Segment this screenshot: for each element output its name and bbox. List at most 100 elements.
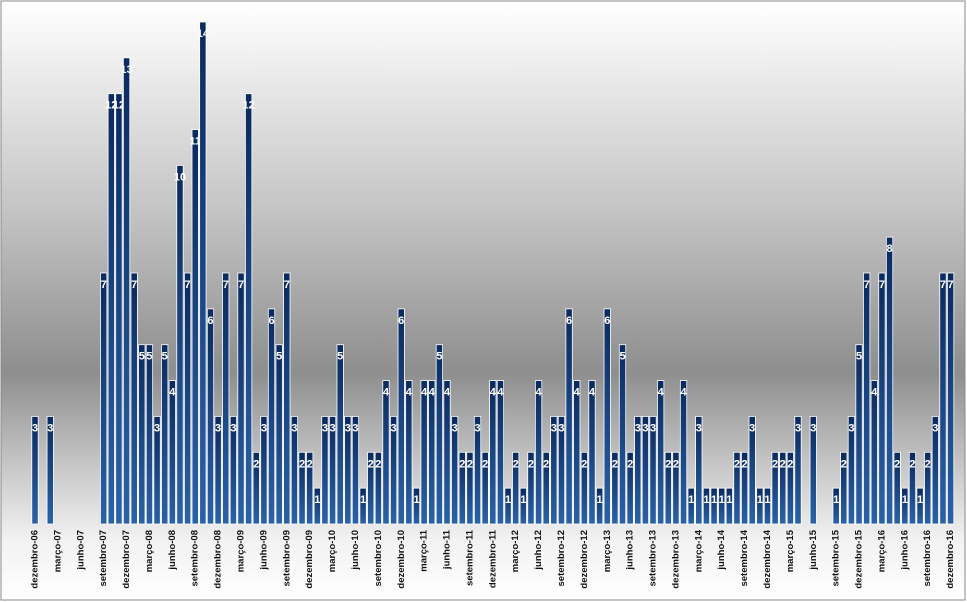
bar (290, 416, 299, 525)
bar (931, 416, 939, 525)
bar (359, 487, 367, 525)
value-label: 3 (291, 422, 297, 434)
value-label: 5 (162, 351, 168, 363)
bar (245, 93, 253, 525)
value-label: 3 (848, 422, 854, 434)
value-label: 3 (810, 422, 816, 434)
x-tick-label: setembro-13 (648, 530, 659, 587)
value-label: 7 (131, 279, 137, 291)
bar (214, 416, 222, 525)
value-label: 6 (604, 315, 610, 327)
bar (275, 344, 283, 525)
value-label: 2 (673, 458, 679, 470)
x-tick-label: março-10 (327, 530, 338, 572)
bar (870, 380, 878, 525)
bar (390, 416, 398, 525)
bar (939, 272, 947, 525)
value-label: 3 (452, 422, 458, 434)
bar (466, 451, 474, 525)
value-label: 5 (436, 351, 442, 363)
value-label: 2 (742, 458, 748, 470)
bar (740, 451, 749, 525)
value-label: 4 (871, 387, 878, 399)
x-tick-label: março-08 (144, 530, 155, 572)
bar (763, 487, 772, 525)
value-label: 3 (696, 422, 702, 434)
value-label: 1 (703, 494, 709, 506)
value-label: 3 (215, 422, 221, 434)
bar (794, 416, 802, 525)
bar (428, 380, 436, 525)
value-label: 7 (223, 279, 229, 291)
value-label: 7 (879, 279, 885, 291)
x-tick-label: junho-12 (533, 530, 544, 571)
value-label: 1 (764, 494, 770, 506)
value-label: 2 (780, 458, 786, 470)
value-label: 3 (32, 422, 38, 434)
value-label: 5 (619, 351, 625, 363)
x-tick-label: dezembro-08 (213, 530, 224, 589)
x-tick-label: março-12 (510, 530, 521, 572)
value-label: 4 (421, 387, 428, 399)
bar (550, 416, 558, 525)
bar (473, 416, 482, 525)
x-tick-label: dezembro-13 (670, 530, 681, 589)
value-label: 2 (543, 458, 549, 470)
x-tick-label: setembro-15 (831, 529, 842, 586)
value-label: 7 (101, 279, 107, 291)
bar (580, 451, 588, 525)
value-label: 12 (113, 100, 125, 112)
x-tick-label: setembro-10 (373, 530, 384, 587)
x-tick-label: dezembro-11 (487, 529, 498, 588)
value-label: 5 (856, 351, 862, 363)
bar (893, 451, 901, 525)
bar (229, 416, 237, 525)
value-label: 7 (864, 279, 870, 291)
x-tick-label: junho-09 (258, 530, 269, 571)
bar (267, 308, 276, 525)
value-label: 3 (352, 422, 358, 434)
bar (687, 487, 695, 525)
bar (855, 344, 863, 525)
bar (420, 380, 428, 525)
value-label: 2 (665, 458, 671, 470)
bar (435, 344, 443, 525)
x-tick-label: junho-13 (625, 530, 636, 571)
bar (351, 416, 360, 525)
value-label: 3 (932, 422, 938, 434)
value-label: 12 (243, 100, 255, 112)
bar (115, 93, 123, 525)
x-tick-label: setembro-14 (739, 529, 750, 586)
bar (130, 272, 138, 525)
x-tick-label: dezembro-14 (762, 529, 773, 588)
value-label: 3 (795, 422, 801, 434)
value-label: 6 (207, 315, 213, 327)
x-tick-label: junho-14 (716, 529, 727, 570)
value-label: 5 (146, 351, 152, 363)
value-label: 2 (459, 458, 465, 470)
bar (252, 451, 260, 525)
x-tick-label: junho-07 (75, 530, 86, 571)
bar (336, 344, 344, 525)
bar (321, 416, 329, 525)
bar (672, 451, 680, 525)
value-label: 6 (398, 315, 404, 327)
bar (557, 416, 566, 525)
value-label: 10 (174, 171, 186, 183)
bar (542, 451, 550, 525)
value-label: 3 (551, 422, 557, 434)
value-label: 1 (314, 494, 320, 506)
bar (878, 272, 886, 525)
bar (611, 451, 619, 525)
bar (947, 272, 955, 525)
bar (618, 344, 627, 525)
bar (138, 344, 146, 525)
bar (573, 380, 581, 525)
value-label: 7 (284, 279, 290, 291)
bar (512, 451, 520, 525)
bar (122, 57, 131, 525)
x-tick-label: março-13 (602, 530, 613, 572)
bar (306, 451, 314, 525)
bar (901, 487, 909, 525)
value-label: 3 (558, 422, 564, 434)
